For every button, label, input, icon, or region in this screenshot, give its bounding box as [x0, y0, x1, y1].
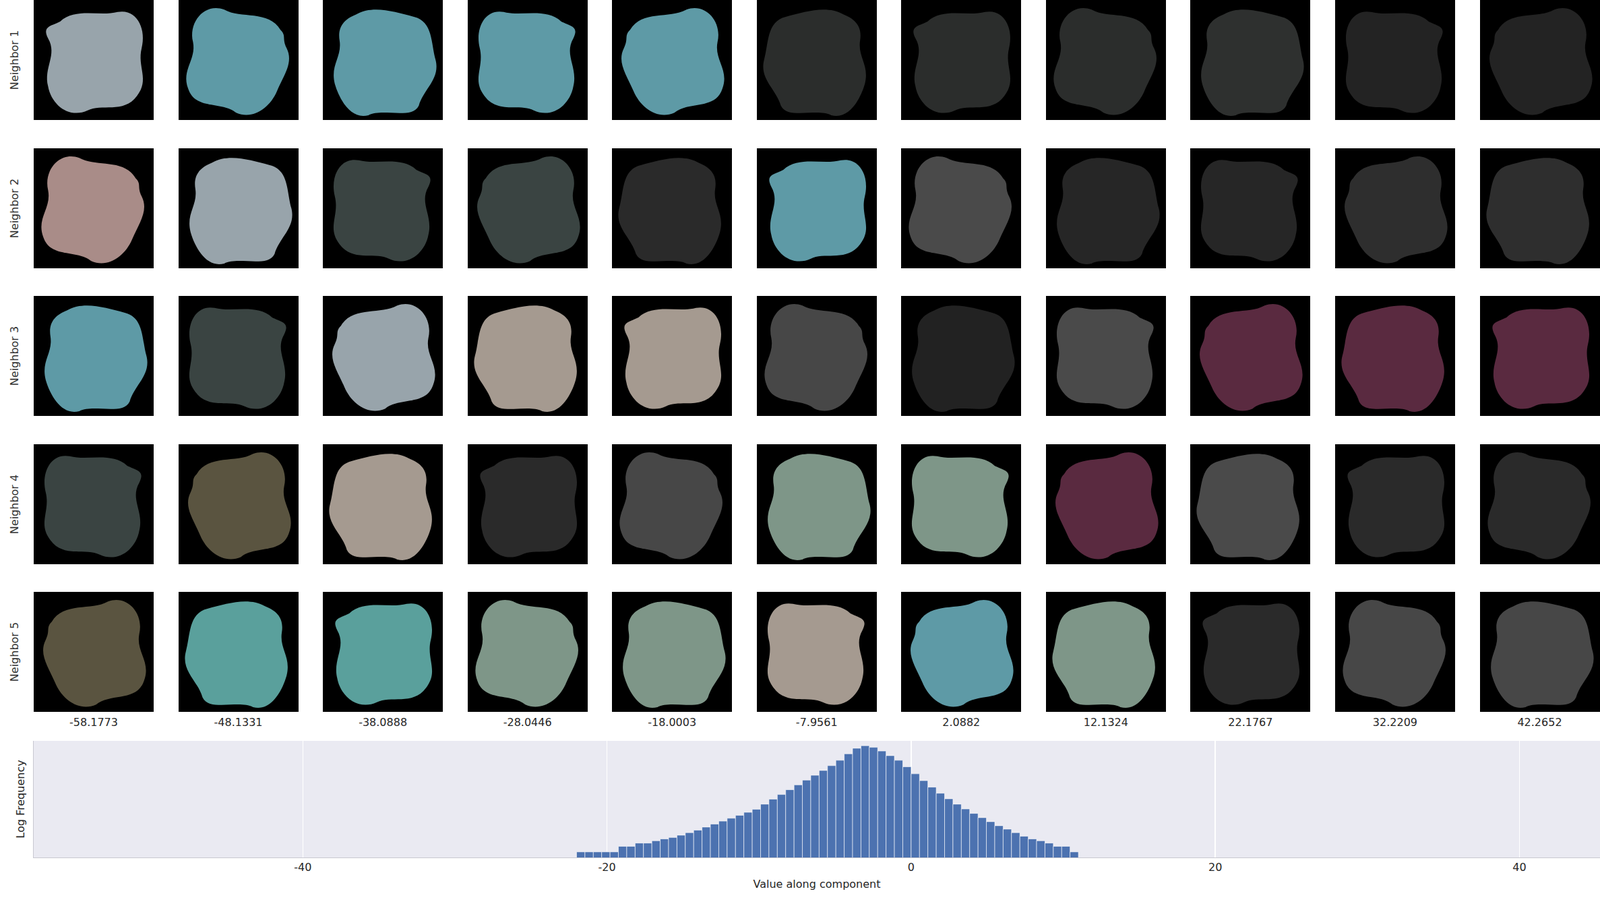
html-text:-28.0446: -28.0446 [503, 715, 552, 729]
svg-text:0: 0 [907, 860, 915, 874]
html-text:-48.1331: -48.1331 [214, 715, 263, 729]
svg-text:Value along component: Value along component [753, 877, 881, 891]
svg-text:-40: -40 [293, 860, 312, 874]
html-text:12.1324: 12.1324 [1083, 715, 1129, 729]
html-text:Neighbor 4: Neighbor 4 [8, 474, 21, 534]
html-text:22.1767: 22.1767 [1228, 715, 1273, 729]
html-text:42.2652: 42.2652 [1517, 715, 1562, 729]
html-text:-7.9561: -7.9561 [795, 715, 838, 729]
html-text:Neighbor 2: Neighbor 2 [8, 178, 21, 238]
svg-text:-20: -20 [598, 860, 617, 874]
html-text:Neighbor 1: Neighbor 1 [8, 30, 21, 90]
svg-text:40: 40 [1512, 860, 1526, 874]
html-text:2.0882: 2.0882 [942, 715, 981, 729]
html-text:-18.0003: -18.0003 [647, 715, 697, 729]
html-text:32.2209: 32.2209 [1372, 715, 1418, 729]
html-text:Neighbor 3: Neighbor 3 [8, 326, 21, 386]
svg-text:20: 20 [1208, 860, 1222, 874]
svg-text:Log Frequency: Log Frequency [14, 759, 27, 838]
html-text:Neighbor 5: Neighbor 5 [8, 621, 21, 682]
html-text:-38.0888: -38.0888 [358, 715, 408, 729]
html-text:-58.1773: -58.1773 [69, 715, 118, 729]
